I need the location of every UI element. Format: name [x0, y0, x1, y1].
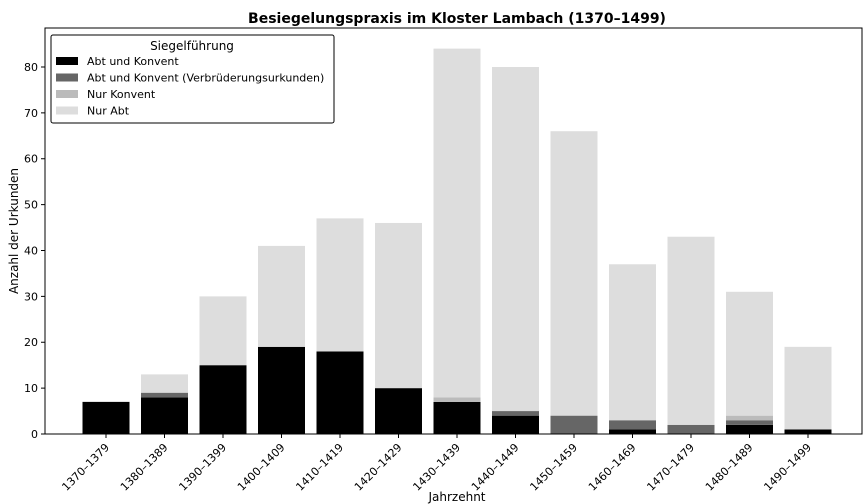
bar-segment — [141, 392, 188, 398]
y-tick-label: 50 — [24, 199, 38, 212]
legend-title: Siegelführung — [150, 39, 234, 53]
x-tick-label: 1390–1399 — [176, 441, 229, 494]
x-tick-label: 1470–1479 — [644, 441, 697, 494]
x-tick-label: 1480–1489 — [703, 441, 756, 494]
bar-segment — [609, 264, 656, 421]
bar-segment — [784, 346, 832, 430]
bar-segment — [375, 388, 422, 434]
y-tick-label: 80 — [24, 61, 38, 74]
bar-segment — [726, 424, 773, 434]
legend-label: Nur Abt — [87, 105, 130, 118]
bar-segment — [258, 346, 305, 434]
bar-segment — [667, 236, 715, 425]
bar-segment — [726, 420, 773, 425]
bar-segment — [141, 374, 188, 393]
y-axis-label: Anzahl der Urkunden — [7, 168, 21, 294]
bar-segment — [316, 351, 364, 434]
x-tick-label: 1370–1379 — [59, 441, 112, 494]
legend-box — [50, 34, 335, 124]
bar-segment — [258, 245, 305, 347]
y-tick-label: 0 — [31, 428, 38, 441]
bar-segment — [550, 131, 598, 416]
legend-swatch — [56, 90, 78, 98]
y-tick-label: 30 — [24, 290, 38, 303]
bar-segment — [492, 66, 539, 412]
x-tick-label: 1440–1449 — [469, 441, 522, 494]
bar-segment — [609, 420, 656, 430]
bar-segment — [433, 401, 481, 434]
x-tick-label: 1490–1499 — [761, 441, 814, 494]
bar-segment — [550, 415, 598, 434]
x-axis-label: Jahrzehnt — [427, 490, 485, 504]
bar-segment — [726, 415, 773, 421]
legend-swatch — [56, 57, 78, 65]
legend-label: Nur Konvent — [87, 88, 156, 101]
x-tick-label: 1450–1459 — [527, 441, 580, 494]
bar-segment — [141, 397, 188, 434]
x-tick-label: 1410–1419 — [293, 441, 346, 494]
bar-segment — [199, 296, 247, 366]
bar-segment — [316, 218, 364, 352]
x-tick-label: 1420–1429 — [352, 441, 405, 494]
chart-title: Besiegelungspraxis im Kloster Lambach (1… — [248, 11, 666, 27]
y-tick-label: 70 — [24, 107, 38, 120]
y-tick-label: 40 — [24, 244, 38, 257]
bar-segment — [82, 401, 130, 434]
legend-swatch — [56, 106, 78, 115]
x-tick-label: 1430–1439 — [410, 441, 463, 494]
bar-segment — [609, 429, 656, 434]
y-tick-label: 10 — [24, 382, 38, 395]
y-tick-label: 20 — [24, 336, 38, 349]
bar-segment — [784, 429, 832, 434]
plot-frame — [44, 27, 863, 435]
x-tick-label: 1460–1469 — [586, 441, 639, 494]
bar-segment — [492, 415, 539, 434]
legend-swatch — [56, 73, 78, 82]
bar-segment — [433, 48, 481, 398]
bar-segment — [433, 397, 481, 402]
bar-segment — [492, 411, 539, 416]
bar-segment — [726, 291, 773, 416]
y-tick-label: 60 — [24, 153, 38, 166]
x-tick-label: 1380–1389 — [118, 441, 171, 494]
legend-label: Abt und Konvent (Verbrüderungsurkunden) — [87, 72, 324, 85]
x-tick-label: 1400–1409 — [235, 441, 288, 494]
legend: Siegelführung Abt und Konvent Abt und Konv… — [50, 34, 335, 124]
legend-label: Abt und Konvent — [87, 55, 179, 68]
bar-segment — [375, 222, 422, 389]
bar-segment — [199, 365, 247, 434]
bar-segment — [667, 424, 715, 434]
